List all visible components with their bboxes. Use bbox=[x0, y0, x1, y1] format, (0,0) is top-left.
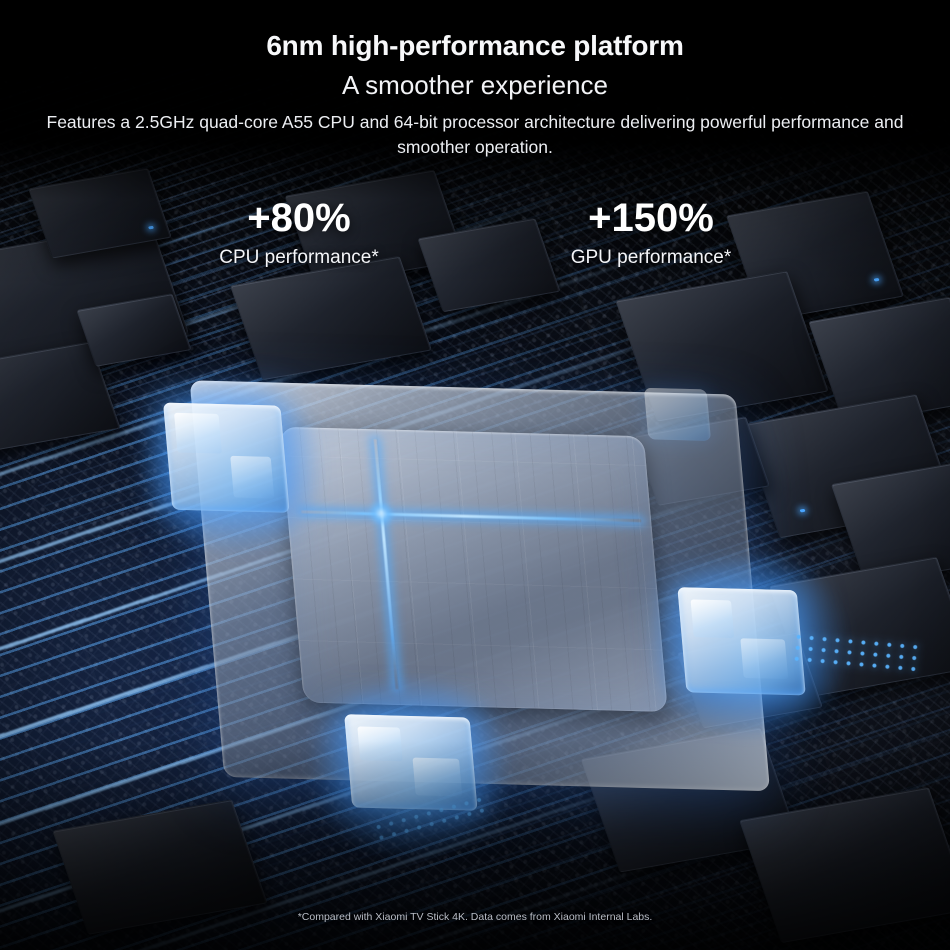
page-subtitle: A smoother experience bbox=[342, 70, 608, 100]
page-description: Features a 2.5GHz quad-core A55 CPU and … bbox=[46, 112, 904, 158]
stat-value: +80% bbox=[247, 196, 351, 240]
footnote-disclaimer: *Compared with Xiaomi TV Stick 4K. Data … bbox=[297, 911, 653, 923]
stat-label: CPU performance* bbox=[219, 247, 379, 268]
stat-cpu-performance: +80% CPU performance* bbox=[179, 196, 419, 269]
page-title: 6nm high-performance platform bbox=[266, 30, 684, 61]
performance-stats: +80% CPU performance* +150% GPU performa… bbox=[0, 196, 950, 269]
stat-gpu-performance: +150% GPU performance* bbox=[531, 196, 771, 269]
stat-label: GPU performance* bbox=[570, 247, 732, 268]
stat-value: +150% bbox=[588, 196, 714, 240]
